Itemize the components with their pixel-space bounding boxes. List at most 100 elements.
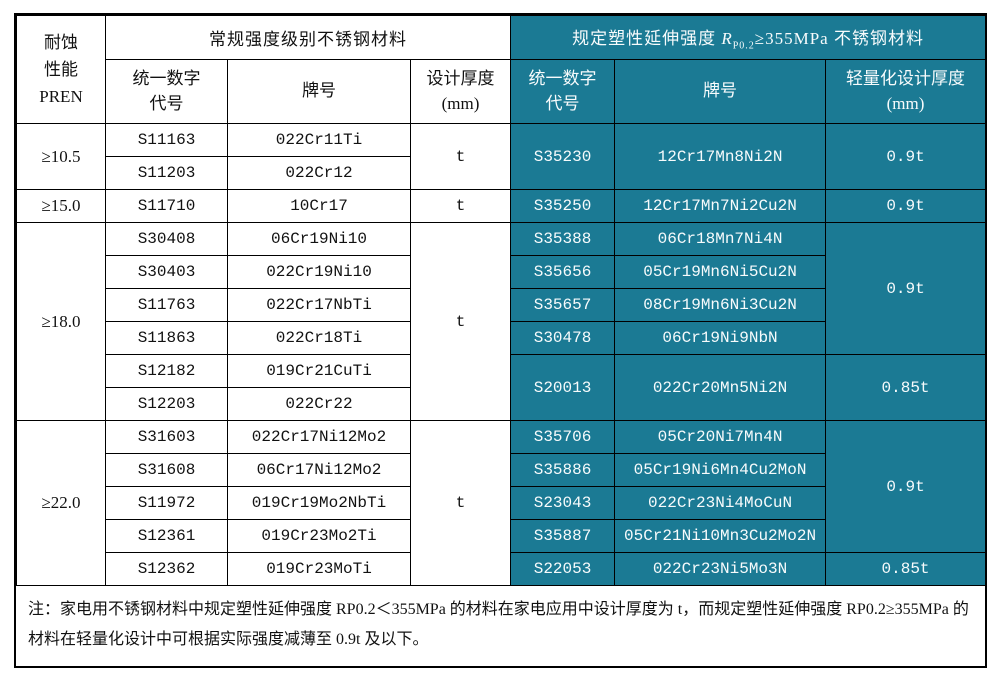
table-row: ≥10.5 S11163 022Cr11Ti t S35230 12Cr17Mn… [16, 123, 987, 190]
pren-header-line1: 耐蚀 [44, 32, 78, 52]
right-group-title: 规定塑性延伸强度 RP0.2≥355MPa 不锈钢材料 [510, 15, 987, 60]
code-cell: S11863 [105, 321, 228, 355]
pren-cell: ≥22.0 [16, 420, 106, 586]
left-group-title: 常规强度级别不锈钢材料 [104, 15, 512, 60]
footnote: 注：家电用不锈钢材料中规定塑性延伸强度 RP0.2＜355MPa 的材料在家电应… [28, 601, 969, 648]
code-cell: S22053 [510, 552, 616, 586]
grade-cell: 022Cr18Ti [227, 321, 411, 355]
table-row: S11863 022Cr18Ti S30478 06Cr19Ni9NbN [17, 321, 986, 355]
pren-cell: ≥10.5 [16, 123, 106, 190]
grade-cell: 12Cr17Mn8Ni2N [614, 123, 827, 190]
code-cell: S35706 [510, 420, 616, 454]
grade-cell: 08Cr19Mn6Ni3Cu2N [614, 288, 827, 322]
code-cell: S31608 [105, 453, 228, 487]
table-row: S11763 022Cr17NbTi S35657 08Cr19Mn6Ni3Cu… [17, 288, 986, 322]
code-cell: S12182 [105, 354, 228, 388]
grade-cell: 022Cr23Ni4MoCuN [614, 486, 827, 520]
pren-cell: ≥15.0 [16, 189, 106, 223]
table-row: S30403 022Cr19Ni10 S35656 05Cr19Mn6Ni5Cu… [17, 255, 986, 289]
code-cell: S12362 [105, 552, 228, 586]
grade-cell: 022Cr17Ni12Mo2 [227, 420, 411, 454]
right-title-prefix: 规定塑性延伸强度 [572, 28, 722, 48]
code-cell: S30403 [105, 255, 228, 289]
left-code-header-line2: 代号 [149, 93, 184, 113]
table-row: ≥22.0 S31603 022Cr17Ni12Mo2 t S35706 05C… [16, 420, 987, 586]
grade-cell: 022Cr23Ni5Mo3N [614, 552, 827, 586]
right-code-header-line1: 统一数字 [528, 68, 597, 88]
code-cell: S30408 [105, 222, 228, 256]
table-row: S12182 019Cr21CuTi S20013 022Cr20Mn5Ni2N… [17, 354, 987, 421]
code-cell: S23043 [510, 486, 616, 520]
material-table-frame: 耐蚀 性能 PREN 常规强度级别不锈钢材料 规定塑性延伸强度 RP0.2≥35… [14, 13, 987, 668]
r-symbol: R [721, 28, 733, 48]
right-grade-column-header: 牌号 [614, 59, 827, 124]
grade-cell: 06Cr18Mn7Ni4N [614, 222, 827, 256]
grade-cell: 05Cr20Ni7Mn4N [614, 420, 827, 454]
thickness-cell: t [409, 222, 512, 421]
grade-cell: 12Cr17Mn7Ni2Cu2N [614, 189, 827, 223]
code-cell: S11972 [105, 486, 228, 520]
right-title-suffix: ≥355MPa 不锈钢材料 [754, 28, 924, 48]
right-thickness-header-line2: (mm) [886, 93, 925, 113]
grade-cell: 05Cr21Ni10Mn3Cu2Mo2N [614, 519, 827, 553]
grade-cell: 019Cr23Mo2Ti [227, 519, 411, 553]
thickness-cell: 0.9t [825, 420, 987, 553]
code-cell: S35886 [510, 453, 616, 487]
left-thickness-header-line1: 设计厚度 [426, 68, 495, 88]
thickness-cell: 0.9t [825, 222, 987, 355]
table-row: ≥15.0 S11710 10Cr17 t S35250 12Cr17Mn7Ni… [16, 189, 987, 223]
left-thickness-column-header: 设计厚度 (mm) [409, 59, 512, 124]
code-cell: S30478 [510, 321, 616, 355]
thickness-cell: 0.9t [825, 189, 987, 223]
thickness-cell: 0.9t [825, 123, 987, 190]
code-cell: S31603 [105, 420, 228, 454]
code-cell: S35388 [510, 222, 616, 256]
thickness-cell: t [409, 189, 512, 223]
code-cell: S35656 [510, 255, 616, 289]
code-cell: S11710 [105, 189, 228, 223]
code-cell: S35230 [510, 123, 616, 190]
code-cell: S20013 [510, 354, 616, 421]
grade-cell: 05Cr19Mn6Ni5Cu2N [614, 255, 827, 289]
table-row: S12362 019Cr23MoTi S22053 022Cr23Ni5Mo3N… [17, 552, 987, 586]
pren-header-line3: PREN [39, 87, 83, 107]
grade-cell: 019Cr21CuTi [227, 354, 411, 388]
table-row: S11972 019Cr19Mo2NbTi S23043 022Cr23Ni4M… [17, 486, 986, 520]
pren-column-header: 耐蚀 性能 PREN [16, 15, 106, 124]
code-cell: S11763 [105, 288, 228, 322]
table-row: S12361 019Cr23Mo2Ti S35887 05Cr21Ni10Mn3… [17, 519, 986, 553]
grade-cell: 022Cr17NbTi [227, 288, 411, 322]
grade-cell: 019Cr23MoTi [227, 552, 411, 586]
thickness-cell: t [409, 123, 512, 190]
code-cell: S35887 [510, 519, 616, 553]
grade-cell: 06Cr19Ni9NbN [614, 321, 827, 355]
right-code-column-header: 统一数字 代号 [510, 59, 616, 124]
thickness-cell: t [409, 420, 512, 586]
grade-cell: 019Cr19Mo2NbTi [227, 486, 411, 520]
code-cell: S11203 [105, 156, 228, 190]
table-row: S11203 022Cr12 [17, 156, 986, 190]
table-row: ≥18.0 S30408 06Cr19Ni10 t S35388 06Cr18M… [16, 222, 987, 421]
code-cell: S35250 [510, 189, 616, 223]
grade-cell: 022Cr11Ti [227, 123, 411, 157]
grade-cell: 022Cr20Mn5Ni2N [614, 354, 827, 421]
stainless-steel-material-table: 耐蚀 性能 PREN 常规强度级别不锈钢材料 规定塑性延伸强度 RP0.2≥35… [16, 15, 987, 586]
grade-cell: 10Cr17 [227, 189, 411, 223]
code-cell: S35657 [510, 288, 616, 322]
left-code-header-line1: 统一数字 [132, 68, 201, 88]
thickness-cell: 0.85t [825, 354, 987, 421]
pren-cell: ≥18.0 [16, 222, 106, 421]
right-thickness-column-header: 轻量化设计厚度 (mm) [825, 59, 987, 124]
code-cell: S11163 [105, 123, 228, 157]
grade-cell: 06Cr17Ni12Mo2 [227, 453, 411, 487]
left-code-column-header: 统一数字 代号 [105, 59, 228, 124]
grade-cell: 06Cr19Ni10 [227, 222, 411, 256]
left-thickness-header-line2: (mm) [441, 93, 480, 113]
pren-header-line2: 性能 [44, 59, 78, 79]
code-cell: S12361 [105, 519, 228, 553]
left-grade-column-header: 牌号 [227, 59, 411, 124]
grade-cell: 022Cr12 [227, 156, 411, 190]
r-subscript: P0.2 [732, 40, 755, 52]
code-cell: S12203 [105, 387, 228, 421]
right-code-header-line2: 代号 [545, 93, 580, 113]
